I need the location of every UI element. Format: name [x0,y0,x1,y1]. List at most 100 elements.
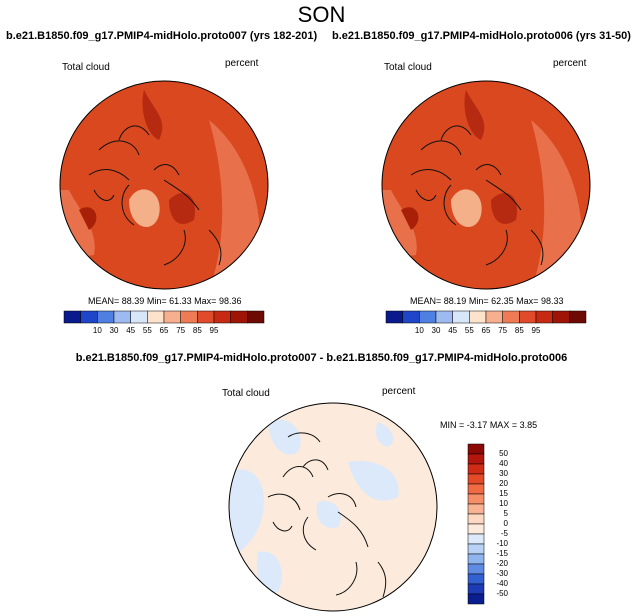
panel3-polar-map [228,402,438,612]
colorbar-swatch [197,310,215,324]
cloud-field-light-region [129,189,160,227]
panel1-colorbar [63,310,265,324]
colorbar-swatch [485,310,503,324]
panel3-title: b.e21.B1850.f09_g17.PMIP4-midHolo.proto0… [75,352,568,364]
colorbar-swatch [63,310,81,324]
cloud-field-dark-region [169,192,195,224]
panel3-colorbar [467,443,485,605]
colorbar-tick-label: 85 [192,326,202,335]
colorbar-tick-label: 95 [531,326,541,335]
panel2-colorbar [385,310,587,324]
cloud-field-light-region [451,189,482,227]
colorbar-swatch [502,310,520,324]
colorbar-tick-label: -10 [496,539,508,548]
colorbar-swatch [467,543,485,555]
panel1-units-label: percent [225,58,259,69]
colorbar-swatch [385,310,403,324]
colorbar-tick-label: 0 [503,519,508,528]
diff-field-negative-region [229,469,264,562]
cloud-field-dark-region [79,207,97,230]
colorbar-tick-label: -15 [496,549,508,558]
colorbar-swatch [213,310,231,324]
colorbar-swatch [467,443,485,455]
panel2-units-label: percent [553,58,587,69]
colorbar-tick-label: -30 [496,569,508,578]
colorbar-swatch [130,310,148,324]
colorbar-tick-label: 75 [176,326,186,335]
diff-field-negative-region [316,501,342,528]
diff-field-negative-region [375,422,394,447]
colorbar-tick-label: 75 [498,326,508,335]
colorbar-swatch [147,310,165,324]
cloud-field-dark-region [491,192,517,224]
colorbar-tick-label: 20 [499,479,508,488]
colorbar-tick-label: -20 [496,559,508,568]
colorbar-tick-label: 10 [92,326,102,335]
colorbar-swatch [467,473,485,485]
colorbar-tick-label: 30 [109,326,119,335]
colorbar-swatch [163,310,181,324]
colorbar-tick-label: 65 [481,326,491,335]
panel2-title: b.e21.B1850.f09_g17.PMIP4-midHolo.proto0… [332,30,631,42]
cloud-field-dark-region [142,90,163,140]
colorbar-swatch [247,310,265,324]
colorbar-swatch [569,310,587,324]
colorbar-swatch [467,563,485,575]
panel3-units-label: percent [382,386,416,397]
colorbar-swatch [467,573,485,585]
colorbar-swatch [469,310,487,324]
colorbar-swatch [467,463,485,475]
colorbar-tick-label: 15 [499,489,508,498]
cloud-field-dark-region [401,207,419,230]
diff-field-negative-region [268,419,301,455]
colorbar-swatch [435,310,453,324]
colorbar-swatch [452,310,470,324]
colorbar-tick-label: 40 [499,459,508,468]
colorbar-swatch [467,583,485,595]
colorbar-tick-label: 10 [499,499,508,508]
colorbar-swatch [402,310,420,324]
colorbar-tick-label: 30 [431,326,441,335]
colorbar-tick-label: 45 [126,326,136,335]
coastlines [410,125,544,266]
colorbar-swatch [467,483,485,495]
panel3-stats: MIN = -3.17 MAX = 3.85 [440,420,538,430]
panel2-polar-map [381,80,591,290]
colorbar-tick-label: 65 [159,326,169,335]
colorbar-tick-label: 45 [448,326,458,335]
colorbar-tick-label: 10 [414,326,424,335]
colorbar-swatch [467,523,485,535]
diff-field-negative-region [348,461,399,501]
colorbar-swatch [97,310,115,324]
diff-field-negative-region [256,551,282,593]
panel2-stats: MEAN= 88.19 Min= 62.35 Max= 98.33 [410,296,564,306]
panel1-variable-label: Total cloud [62,62,110,73]
colorbar-swatch [113,310,131,324]
colorbar-swatch [552,310,570,324]
panel1-polar-map [59,80,269,290]
panel3-variable-label: Total cloud [222,388,270,399]
panel1-title: b.e21.B1850.f09_g17.PMIP4-midHolo.proto0… [6,30,318,42]
colorbar-swatch [467,453,485,465]
colorbar-swatch [419,310,437,324]
colorbar-tick-label: 30 [499,469,508,478]
colorbar-tick-label: -40 [496,579,508,588]
colorbar-tick-label: 5 [503,509,508,518]
colorbar-tick-label: 55 [142,326,152,335]
colorbar-tick-label: -50 [496,589,508,598]
cloud-field-dark-region [464,90,485,140]
colorbar-swatch [467,593,485,605]
colorbar-swatch [80,310,98,324]
colorbar-swatch [467,553,485,565]
colorbar-swatch [535,310,553,324]
colorbar-swatch [467,513,485,525]
coastlines [88,125,222,266]
colorbar-swatch [467,493,485,505]
colorbar-tick-label: -5 [500,529,508,538]
colorbar-tick-label: 50 [499,449,508,458]
colorbar-swatch [230,310,248,324]
colorbar-tick-label: 85 [514,326,524,335]
panel1-stats: MEAN= 88.39 Min= 61.33 Max= 98.36 [88,296,242,306]
colorbar-tick-label: 55 [464,326,474,335]
figure-title: SON [297,2,346,27]
